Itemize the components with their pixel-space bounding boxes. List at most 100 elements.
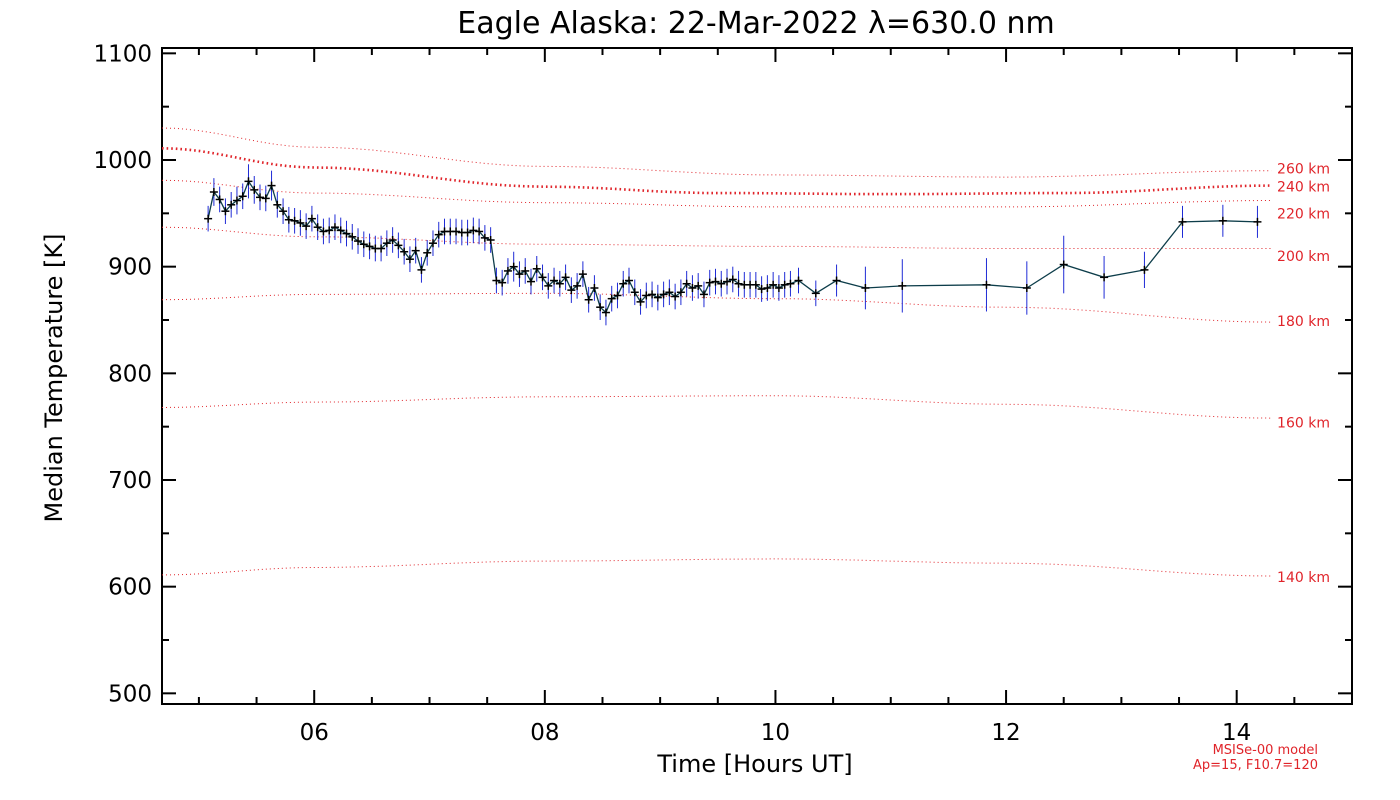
x-tick-label: 06 [300,720,329,746]
data-point [244,177,253,186]
measurement-line [207,179,1258,314]
data-point [434,230,443,239]
data-point [734,279,743,288]
data-point [601,308,610,317]
data-point [221,207,230,216]
data-point [377,244,386,253]
data-point [359,240,368,249]
data-point [515,270,524,279]
altitude-label: 160 km [1277,415,1330,431]
data-point [532,264,541,273]
data-point [578,270,587,279]
data-point [665,288,674,297]
x-tick-label: 14 [1222,720,1251,746]
data-point [204,214,213,223]
data-point [544,281,553,290]
data-point [861,284,870,292]
data-point [561,273,570,282]
data-point [786,279,795,288]
data-point [279,207,288,216]
data-point [648,290,657,299]
data-point [382,239,391,248]
data-point [296,218,305,227]
y-tick-label: 1100 [93,41,152,67]
data-point [417,265,426,274]
altitude-label: 180 km [1277,314,1330,330]
data-point [642,291,651,300]
data-point [342,229,351,238]
data-point [659,290,668,299]
data-point [319,227,328,236]
footnote-params: Ap=15, F10.7=120 [1193,758,1318,773]
data-point [313,223,322,232]
data-point [555,279,564,288]
plot-area: 500 600 700 800 900 1000 1100 06 08 10 12 14 260 km 2… [93,41,1353,746]
data-point [723,277,732,286]
y-tick-label: 900 [108,255,152,281]
data-point [1100,273,1109,282]
data-point [573,281,582,290]
data-point [365,242,374,251]
y-axis-label: Median Temperature [K] [40,233,68,522]
data-point [898,281,907,290]
data-point [751,280,760,289]
data-point [653,293,662,302]
model-curve [161,558,1272,577]
x-tick-label: 08 [530,720,559,746]
data-point [521,266,530,275]
y-tick-label: 600 [108,575,152,601]
data-point [261,194,270,203]
data-point [688,284,697,292]
data-point [428,239,437,248]
data-point [302,222,311,231]
data-point [256,193,265,202]
data-point [475,227,484,236]
altitude-label: 240 km [1277,180,1330,196]
data-point [463,228,472,237]
data-point [619,279,628,288]
data-point [452,227,461,236]
data-point [671,292,680,301]
x-tick-label: 10 [761,720,790,746]
y-tick-label: 500 [108,681,152,707]
data-point [290,216,299,225]
model-curve [161,127,1272,178]
data-point [411,246,420,255]
altitude-label: 200 km [1277,249,1330,265]
data-point [596,303,605,312]
data-point [607,294,616,303]
data-point [486,236,495,244]
data-point [480,233,489,242]
data-point [336,226,345,235]
data-point [388,236,397,244]
y-tick-label: 800 [108,361,152,387]
data-point [232,196,241,205]
model-curve [161,292,1272,323]
data-point [757,285,766,294]
model-curve [161,226,1272,249]
data-point [590,284,599,292]
altitude-label: 220 km [1277,206,1330,222]
data-point [284,215,293,224]
x-tick-label: 12 [991,720,1020,746]
model-curve-bold [161,147,1272,196]
data-point [1059,260,1068,269]
footnote-model: MSISe-00 model [1213,743,1318,758]
data-point [769,280,778,289]
data-point [625,276,634,285]
data-point [509,262,518,271]
data-point [982,280,991,289]
altitude-label: 260 km [1277,162,1330,178]
data-point [794,276,803,285]
chart-title: Eagle Alaska: 22-Mar-2022 λ=630.0 nm [457,6,1054,41]
data-point [526,277,535,286]
data-point [405,255,414,264]
data-point [330,223,339,232]
y-tick-label: 1000 [93,148,152,174]
data-point [1178,217,1187,226]
data-point [811,289,820,298]
data-point [348,232,357,241]
data-point [423,248,432,257]
data-point [682,279,691,288]
